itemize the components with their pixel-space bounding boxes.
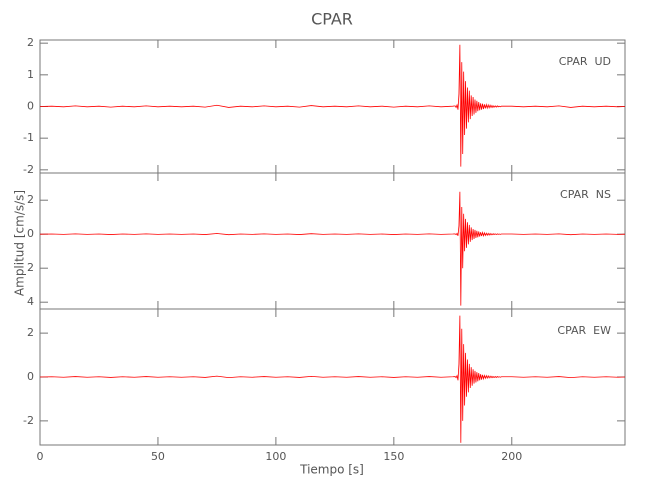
panel-label: CPAR UD: [559, 55, 611, 68]
waveform: [39, 44, 626, 167]
y-axis-label: Amplitud [cm/s/s]: [13, 190, 27, 296]
x-tick-label: 100: [265, 450, 286, 463]
x-axis-label: Tiempo [s]: [299, 463, 364, 477]
y-tick-label: 0: [27, 370, 34, 383]
y-tick-label: -2: [23, 414, 34, 427]
y-tick-label: 2: [27, 193, 34, 206]
y-tick-label: 0: [27, 227, 34, 240]
waveform: [39, 191, 626, 306]
y-tick-label: -2: [23, 163, 34, 176]
panel-label: CPAR NS: [560, 188, 611, 201]
y-tick-label: 4: [27, 295, 34, 308]
x-tick-label: 0: [37, 450, 44, 463]
y-tick-label: -1: [23, 131, 34, 144]
x-tick-label: 50: [151, 450, 165, 463]
panel-label: CPAR EW: [557, 324, 611, 337]
chart-title: CPAR: [311, 10, 353, 29]
waveform: [39, 315, 626, 443]
y-tick-label: 2: [27, 326, 34, 339]
y-tick-label: 1: [27, 68, 34, 81]
panel-frame: [39, 172, 626, 310]
y-tick-label: 2: [27, 36, 34, 49]
x-tick-label: 150: [383, 450, 404, 463]
x-tick-label: 200: [501, 450, 522, 463]
y-tick-label: 0: [27, 100, 34, 113]
y-tick-label: 2: [27, 261, 34, 274]
